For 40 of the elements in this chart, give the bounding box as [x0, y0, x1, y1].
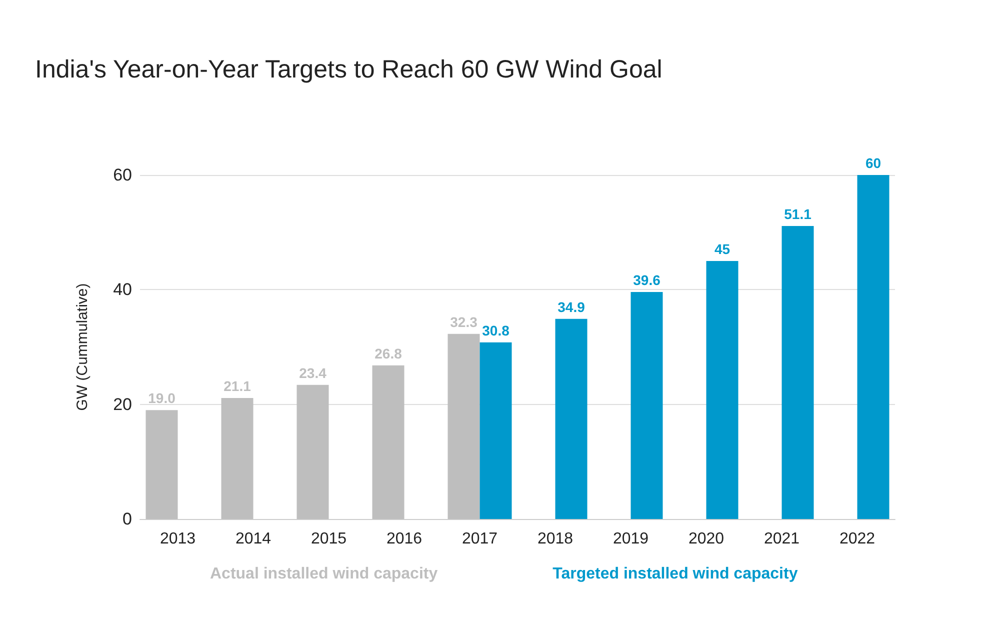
data-label: 30.8 [482, 322, 510, 338]
y-tick-label: 40 [113, 280, 132, 300]
data-label: 26.8 [374, 345, 402, 362]
data-label: 39.6 [633, 272, 661, 288]
data-label: 19.0 [148, 390, 176, 406]
x-tick-label: 2017 [462, 530, 498, 548]
bar [448, 334, 480, 519]
x-tick-label: 2014 [235, 530, 272, 548]
bar [296, 384, 329, 519]
bar [221, 398, 254, 519]
data-label: 32.3 [450, 314, 478, 330]
text: Actual installed wind capacity [210, 566, 438, 582]
data-label: 34.9 [558, 298, 586, 315]
bar [372, 365, 404, 519]
y-tick-label: 20 [113, 394, 132, 414]
chart-title: India's Year-on-Year Targets to Reach 60 GW Wind Goal [35, 56, 662, 84]
x-tick-label: 2013 [160, 530, 196, 548]
data-label: 45 [714, 241, 730, 257]
y-axis-title: GW (Cummulative) [74, 283, 91, 411]
bar [146, 410, 178, 519]
bar [706, 261, 738, 519]
x-tick-label: 2016 [386, 530, 422, 548]
x-tick-label: 2015 [310, 530, 347, 548]
data-label: 21.1 [224, 378, 252, 394]
x-tick-label: 2020 [688, 530, 724, 548]
bar [782, 226, 814, 519]
data-label: 60 [865, 155, 882, 171]
data-label: 23.4 [299, 364, 327, 381]
x-tick-label: 2018 [537, 530, 574, 548]
y-tick-label: 60 [113, 166, 132, 184]
bar [857, 175, 890, 519]
y-tick-label: 0 [122, 510, 132, 528]
x-tick-label: 2022 [839, 530, 876, 548]
x-tick-label: 2021 [764, 530, 800, 548]
bar [555, 318, 588, 519]
data-label: 51.1 [784, 206, 812, 222]
bar [480, 342, 512, 519]
text: Targeted installed wind capacity [552, 566, 798, 582]
bar [630, 292, 663, 519]
x-tick-label: 2019 [612, 530, 649, 548]
